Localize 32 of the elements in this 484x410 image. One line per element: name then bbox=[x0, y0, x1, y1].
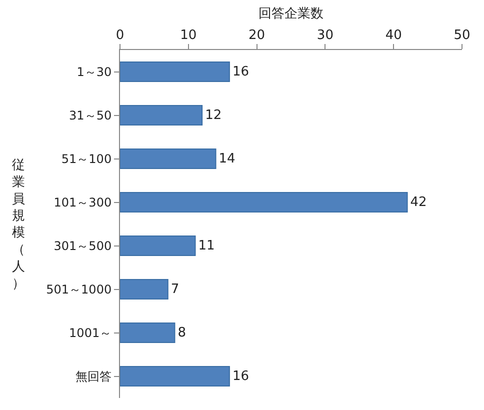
x-tick-label: 40 bbox=[385, 28, 402, 43]
y-tick-label: 1～30 bbox=[76, 64, 112, 79]
x-tick-label: 30 bbox=[316, 28, 334, 43]
y-tick-label: 101～300 bbox=[54, 195, 112, 210]
bar bbox=[120, 61, 230, 82]
bar bbox=[120, 104, 203, 126]
data-label: 42 bbox=[410, 194, 427, 210]
data-label: 16 bbox=[232, 368, 249, 384]
data-label: 14 bbox=[218, 151, 236, 166]
y-tick-label: 51～100 bbox=[61, 152, 112, 166]
bar bbox=[120, 148, 216, 170]
y-tick-label: 301～500 bbox=[54, 238, 112, 253]
data-label: 11 bbox=[198, 238, 215, 254]
bar bbox=[120, 322, 176, 344]
data-label: 8 bbox=[178, 325, 186, 340]
x-tick-label: 10 bbox=[180, 28, 197, 43]
bar bbox=[120, 278, 168, 300]
y-tick-label: 31～50 bbox=[69, 108, 112, 122]
bar bbox=[120, 366, 230, 387]
x-tick-label: 20 bbox=[248, 28, 266, 43]
x-tick-label: 0 bbox=[116, 28, 124, 43]
bar bbox=[120, 235, 196, 256]
y-tick-label: 無回答 bbox=[76, 369, 112, 384]
x-axis-title: 回答企業数 bbox=[258, 6, 324, 22]
y-axis-title: 従業員規模（人） bbox=[12, 158, 25, 292]
data-label: 7 bbox=[170, 282, 180, 297]
y-tick-label: 501～1000 bbox=[46, 282, 112, 296]
y-tick-label: 1001～ bbox=[69, 326, 112, 340]
bar bbox=[120, 192, 408, 213]
data-label: 12 bbox=[205, 108, 222, 123]
data-label: 16 bbox=[232, 64, 249, 80]
x-tick-label: 50 bbox=[454, 28, 470, 43]
